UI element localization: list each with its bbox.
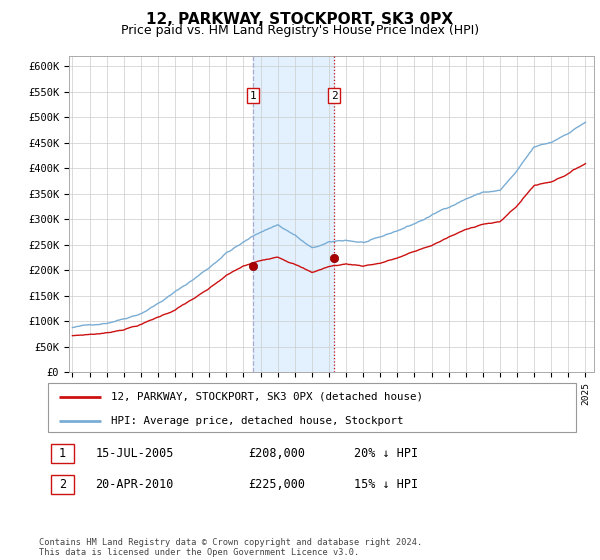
Text: £225,000: £225,000 xyxy=(248,478,305,491)
FancyBboxPatch shape xyxy=(50,444,74,464)
Text: 12, PARKWAY, STOCKPORT, SK3 0PX: 12, PARKWAY, STOCKPORT, SK3 0PX xyxy=(146,12,454,27)
FancyBboxPatch shape xyxy=(48,383,576,432)
Text: 1: 1 xyxy=(249,91,256,101)
Text: 12, PARKWAY, STOCKPORT, SK3 0PX (detached house): 12, PARKWAY, STOCKPORT, SK3 0PX (detache… xyxy=(112,392,424,402)
Text: Price paid vs. HM Land Registry's House Price Index (HPI): Price paid vs. HM Land Registry's House … xyxy=(121,24,479,36)
Text: Contains HM Land Registry data © Crown copyright and database right 2024.
This d: Contains HM Land Registry data © Crown c… xyxy=(39,538,422,557)
Text: 2: 2 xyxy=(331,91,337,101)
Text: 1: 1 xyxy=(59,447,66,460)
Bar xyxy=(253,56,334,372)
Text: 20% ↓ HPI: 20% ↓ HPI xyxy=(354,447,418,460)
FancyBboxPatch shape xyxy=(50,475,74,494)
Text: 2: 2 xyxy=(59,478,66,491)
Text: 15% ↓ HPI: 15% ↓ HPI xyxy=(354,478,418,491)
Text: HPI: Average price, detached house, Stockport: HPI: Average price, detached house, Stoc… xyxy=(112,417,404,427)
Text: £208,000: £208,000 xyxy=(248,447,305,460)
Text: 20-APR-2010: 20-APR-2010 xyxy=(95,478,174,491)
Text: 15-JUL-2005: 15-JUL-2005 xyxy=(95,447,174,460)
